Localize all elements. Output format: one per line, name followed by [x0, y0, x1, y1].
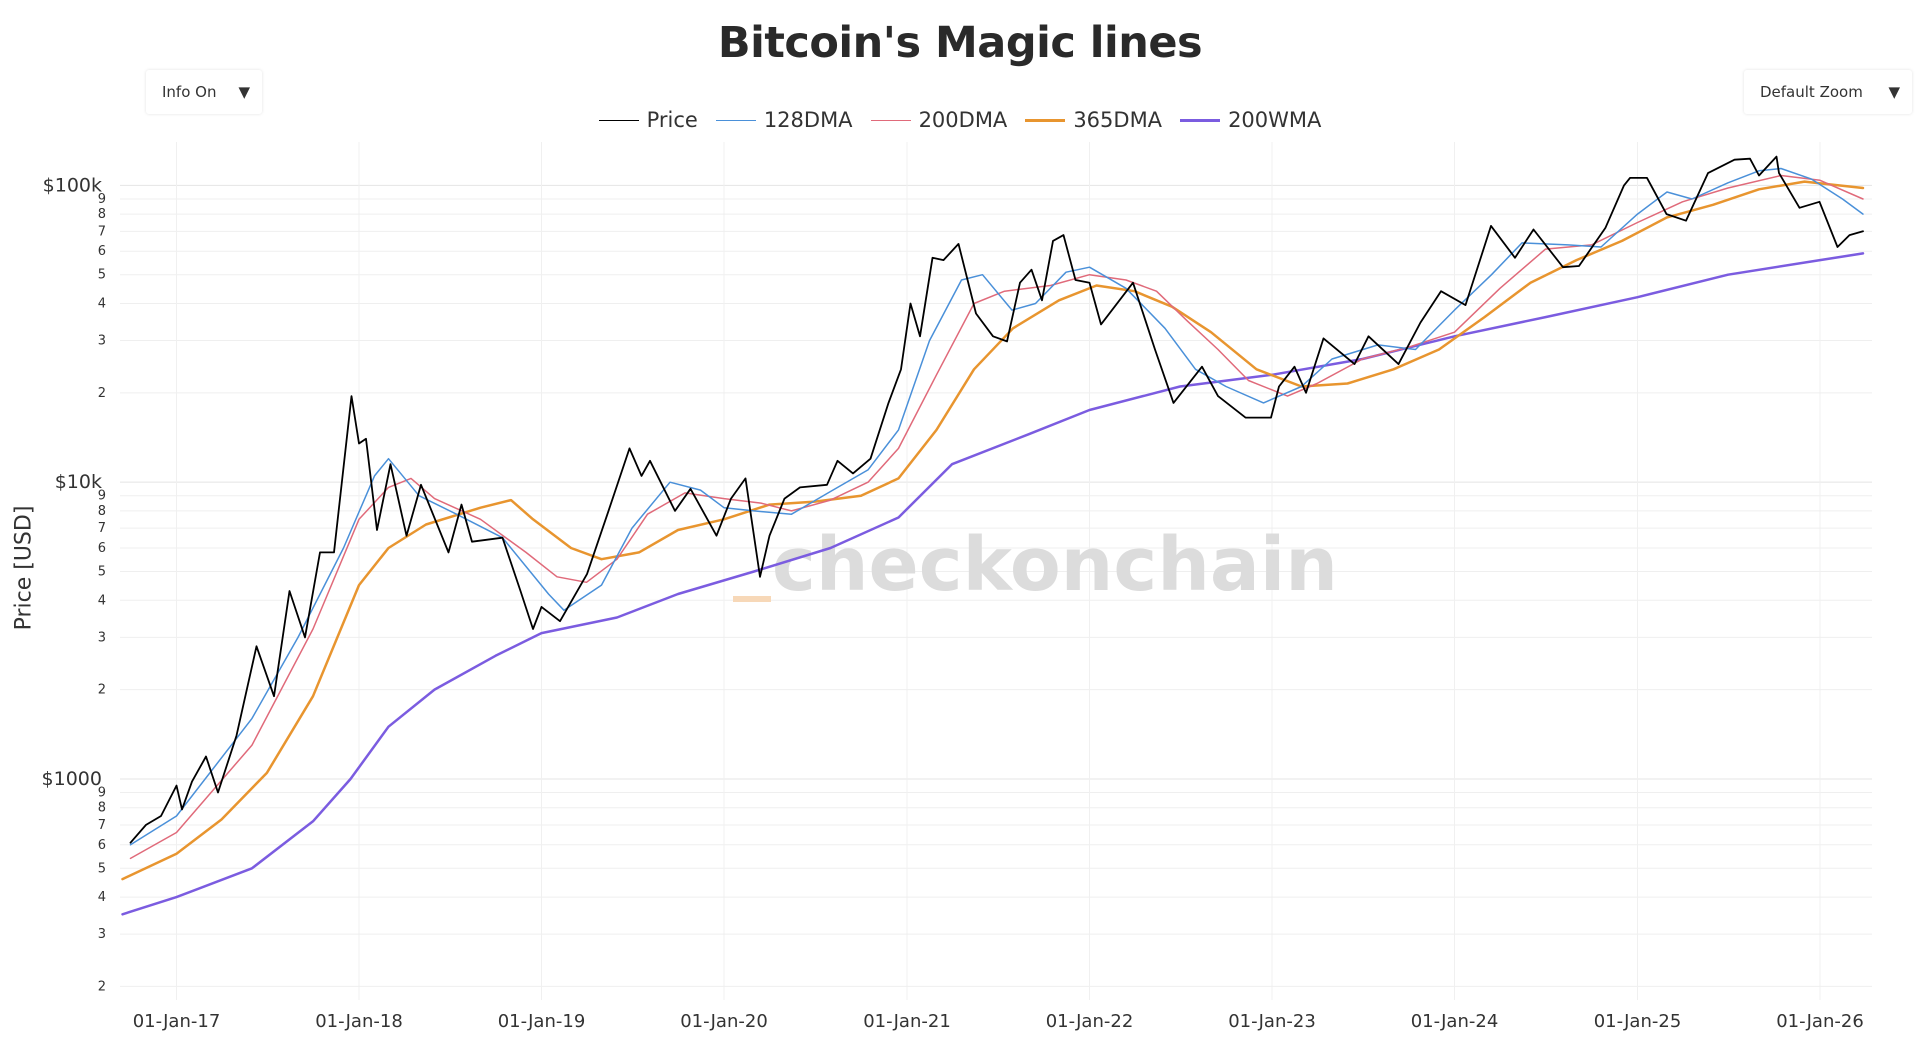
y-tick-label: 9 [98, 489, 106, 504]
legend-item-price[interactable]: Price [598, 108, 698, 132]
y-tick-label: 5 [98, 268, 106, 283]
watermark: checkonchain [733, 522, 1338, 608]
series-line-200dma [129, 174, 1864, 860]
x-axis-ticks: 01-Jan-17 01-Jan-18 01-Jan-19 01-Jan-20 01-J… [133, 1011, 1864, 1032]
y-tick-label: 7 [98, 224, 106, 239]
x-tick-label: 01-Jan-23 [1228, 1011, 1316, 1032]
y-tick-label: 5 [98, 565, 106, 580]
y-tick-label: 6 [98, 838, 106, 853]
x-tick-label: 01-Jan-17 [133, 1011, 221, 1032]
legend-swatch [598, 119, 639, 121]
legend-item-128dma[interactable]: 128DMA [715, 108, 853, 132]
y-tick-label: 2 [98, 683, 106, 698]
x-tick-label: 01-Jan-19 [498, 1011, 586, 1032]
legend-swatch [870, 119, 911, 121]
x-tick-label: 01-Jan-25 [1594, 1011, 1682, 1032]
y-tick-label: 7 [98, 818, 106, 833]
legend-label: 365DMA [1073, 108, 1163, 132]
y-tick-label: 2 [98, 979, 106, 994]
y-tick-label: 4 [98, 296, 106, 311]
y-tick-label: 5 [98, 861, 106, 876]
watermark-dash [733, 596, 771, 602]
legend-item-200wma[interactable]: 200WMA [1180, 108, 1321, 132]
y-tick-label: 8 [98, 504, 106, 519]
chevron-down-icon: ▼ [1888, 83, 1900, 101]
y-tick-label: 3 [98, 630, 106, 645]
series-line-price [129, 155, 1864, 844]
x-tick-label: 01-Jan-26 [1776, 1011, 1864, 1032]
x-tick-label: 01-Jan-20 [680, 1011, 768, 1032]
y-tick-label: 4 [98, 593, 106, 608]
info-toggle-dropdown[interactable]: Info On ▼ [146, 70, 262, 114]
x-tick-label: 01-Jan-24 [1411, 1011, 1499, 1032]
legend-item-200dma[interactable]: 200DMA [870, 108, 1008, 132]
y-tick-label: 3 [98, 334, 106, 349]
y-tick-label: $1000 [42, 768, 102, 790]
legend-label: 200DMA [918, 108, 1008, 132]
series-line-128dma [129, 167, 1864, 846]
legend-label: Price [646, 108, 698, 132]
grid-lines [120, 142, 1872, 1000]
y-tick-label: 6 [98, 541, 106, 556]
y-tick-label: 9 [98, 786, 106, 801]
y-tick-label: 3 [98, 927, 106, 942]
zoom-label: Default Zoom [1760, 83, 1863, 101]
y-tick-label: 8 [98, 801, 106, 816]
legend-swatch [715, 119, 756, 121]
legend-swatch [1180, 118, 1221, 122]
y-tick-label: 4 [98, 890, 106, 905]
legend-label: 200WMA [1228, 108, 1322, 132]
y-tick-label: 6 [98, 244, 106, 259]
series-line-200wma [121, 252, 1865, 916]
chart-title: Bitcoin's Magic lines [717, 18, 1203, 68]
y-tick-label: 7 [98, 521, 106, 536]
x-tick-label: 01-Jan-22 [1046, 1011, 1134, 1032]
series-lines [121, 155, 1865, 916]
legend-label: 128DMA [763, 108, 853, 132]
info-toggle-label: Info On [162, 83, 217, 101]
x-tick-label: 01-Jan-21 [863, 1011, 951, 1032]
series-line-365dma [121, 180, 1865, 881]
watermark-text: checkonchain [772, 522, 1338, 608]
y-tick-label: $100k [43, 174, 102, 196]
y-tick-label: 2 [98, 386, 106, 401]
y-tick-label: 8 [98, 207, 106, 222]
chart-legend: Price 128DMA 200DMA 365DMA 200WMA [0, 108, 1920, 132]
chevron-down-icon: ▼ [238, 83, 250, 101]
zoom-dropdown[interactable]: Default Zoom ▼ [1744, 70, 1912, 114]
legend-item-365dma[interactable]: 365DMA [1025, 108, 1162, 132]
legend-swatch [1025, 118, 1066, 122]
y-tick-label: $10k [55, 471, 102, 493]
y-tick-label: 9 [98, 192, 106, 207]
x-tick-label: 01-Jan-18 [315, 1011, 403, 1032]
